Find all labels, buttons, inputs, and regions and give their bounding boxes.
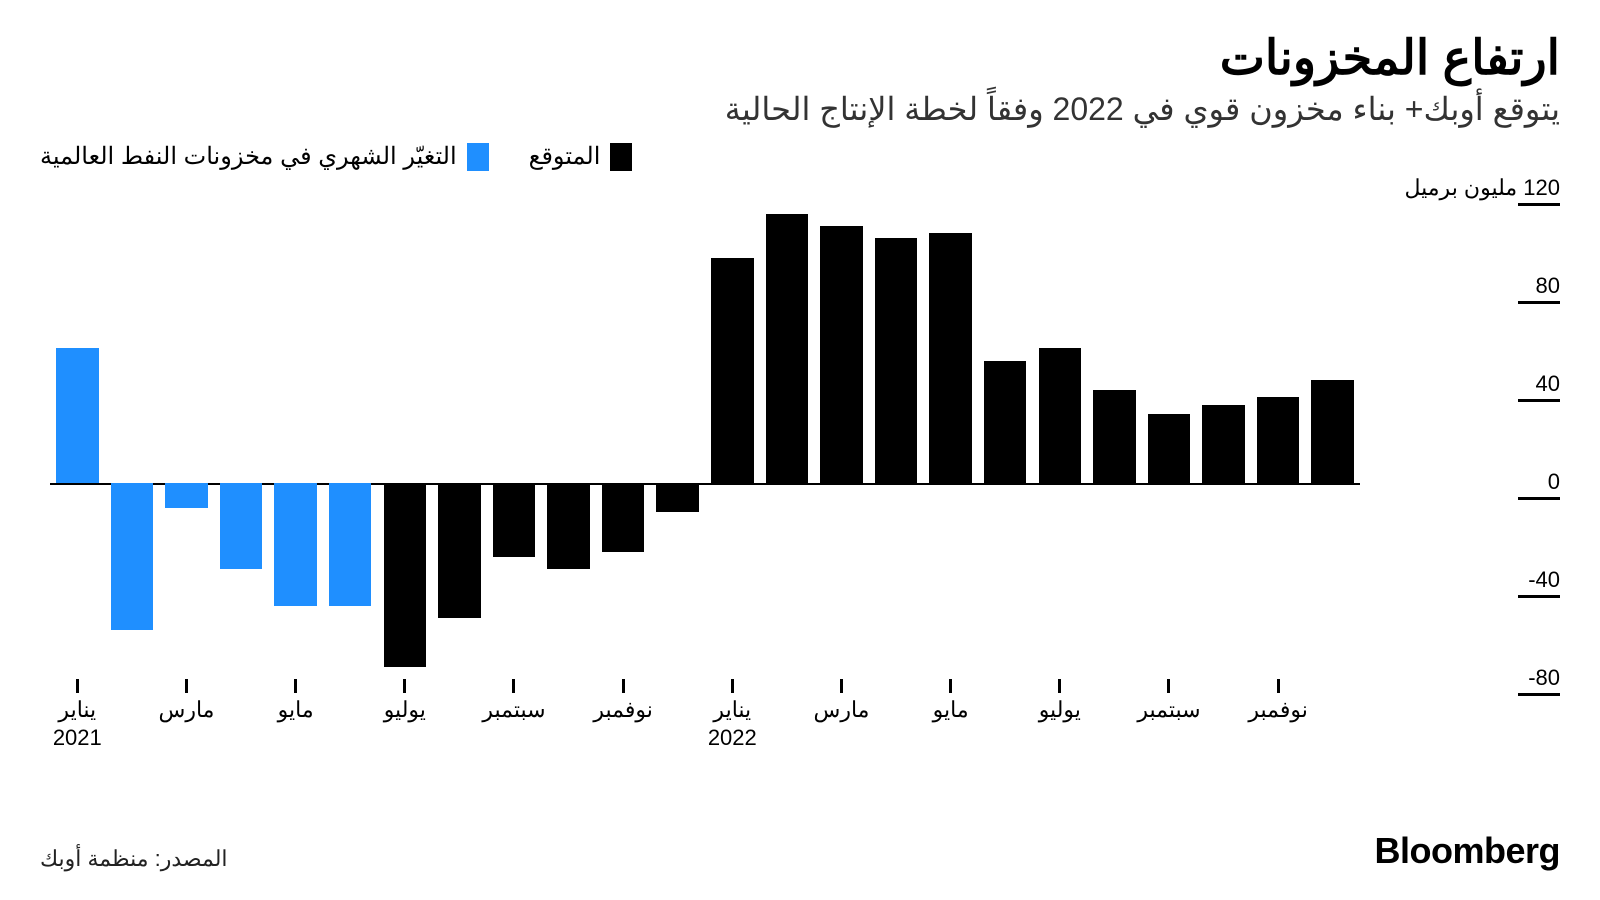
x-tick-label: يوليو — [1039, 697, 1081, 723]
x-tick-mark — [76, 679, 79, 693]
y-tick-label: 120 مليون برميل — [1404, 175, 1560, 201]
y-tick-label: 80 — [1536, 273, 1560, 299]
bar — [1148, 414, 1191, 483]
x-tick-mark — [1058, 679, 1061, 693]
x-tick-label: يوليو — [384, 697, 426, 723]
chart-subtitle: يتوقع أوبك+ بناء مخزون قوي في 2022 وفقاً… — [40, 90, 1560, 128]
bar — [384, 483, 427, 667]
bar — [493, 483, 536, 557]
y-tick-mark — [1518, 399, 1560, 402]
y-axis: 120 مليون برميل8040040-80- — [1380, 189, 1560, 749]
footer: Bloomberg المصدر: منظمة أوبك — [40, 830, 1560, 872]
bar — [1257, 397, 1300, 483]
x-tick-label: مارس — [813, 697, 869, 723]
x-tick-mark — [949, 679, 952, 693]
bar — [602, 483, 645, 552]
x-axis: يناير2021مارسمايويوليوسبتمبرنوفمبريناير2… — [50, 679, 1360, 749]
chart-container: ارتفاع المخزونات يتوقع أوبك+ بناء مخزون … — [0, 0, 1600, 900]
y-tick-mark — [1518, 595, 1560, 598]
x-tick-label: يناير — [713, 697, 751, 723]
x-tick-label: سبتمبر — [482, 697, 545, 723]
x-tick-mark — [622, 679, 625, 693]
x-tick-mark — [403, 679, 406, 693]
bar — [1093, 390, 1136, 483]
x-tick-mark — [1277, 679, 1280, 693]
x-tick-label: مارس — [158, 697, 214, 723]
legend-item-forecast: المتوقع — [529, 142, 633, 171]
bar — [438, 483, 481, 618]
legend-item-actual: التغيّر الشهري في مخزونات النفط العالمية — [40, 142, 489, 171]
chart-area: 120 مليون برميل8040040-80- يناير2021مارس… — [40, 189, 1560, 749]
x-tick-sublabel: 2022 — [708, 725, 757, 751]
plot-area — [50, 189, 1360, 679]
bar — [220, 483, 263, 569]
bar — [165, 483, 208, 508]
chart-title: ارتفاع المخزونات — [40, 30, 1560, 86]
x-tick-mark — [185, 679, 188, 693]
y-tick-mark — [1518, 497, 1560, 500]
bar — [656, 483, 699, 512]
y-tick-mark — [1518, 693, 1560, 696]
x-tick-label: نوفمبر — [1248, 697, 1308, 723]
bar — [1039, 348, 1082, 483]
x-tick-mark — [731, 679, 734, 693]
bar — [711, 258, 754, 483]
x-tick-sublabel: 2021 — [53, 725, 102, 751]
x-tick-label: نوفمبر — [593, 697, 653, 723]
y-tick-mark — [1518, 203, 1560, 206]
x-tick-label: مايو — [933, 697, 969, 723]
y-tick-label: 40- — [1528, 567, 1560, 593]
legend-swatch-actual — [467, 143, 489, 171]
bar — [56, 348, 99, 483]
bar — [875, 238, 918, 483]
y-tick-mark — [1518, 301, 1560, 304]
source-text: المصدر: منظمة أوبك — [40, 846, 228, 872]
x-tick-label: سبتمبر — [1137, 697, 1200, 723]
bar — [1202, 405, 1245, 483]
legend: المتوقع التغيّر الشهري في مخزونات النفط … — [40, 142, 1560, 171]
x-tick-label: مايو — [278, 697, 314, 723]
bar — [820, 226, 863, 483]
bar — [329, 483, 372, 606]
bar — [1311, 380, 1354, 483]
bar — [929, 233, 972, 483]
bar — [274, 483, 317, 606]
brand-logo: Bloomberg — [1374, 830, 1560, 872]
legend-swatch-forecast — [610, 143, 632, 171]
legend-label-forecast: المتوقع — [529, 142, 601, 171]
bar — [547, 483, 590, 569]
x-tick-mark — [840, 679, 843, 693]
legend-label-actual: التغيّر الشهري في مخزونات النفط العالمية — [40, 142, 457, 171]
x-tick-mark — [294, 679, 297, 693]
x-tick-label: يناير — [58, 697, 96, 723]
bar — [766, 214, 809, 484]
bar — [111, 483, 154, 630]
y-tick-label: 0 — [1548, 469, 1560, 495]
x-tick-mark — [1167, 679, 1170, 693]
y-tick-label: 40 — [1536, 371, 1560, 397]
bar — [984, 361, 1027, 484]
x-tick-mark — [512, 679, 515, 693]
y-tick-label: 80- — [1528, 665, 1560, 691]
